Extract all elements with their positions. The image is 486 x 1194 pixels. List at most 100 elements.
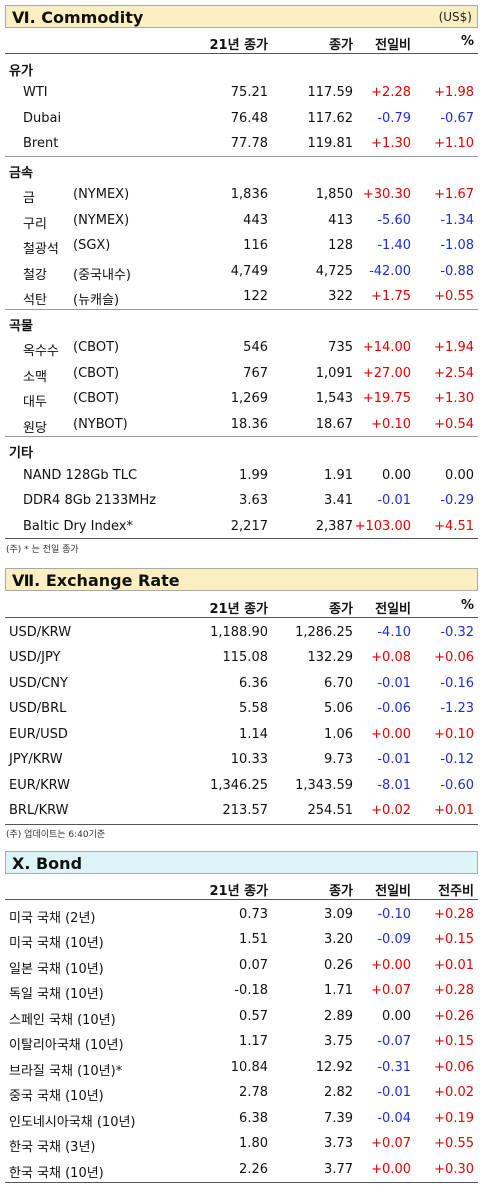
- row-pct-value: +0.15: [434, 1034, 474, 1049]
- row-base-value: 767: [243, 365, 268, 381]
- row-exchange: (NYMEX): [73, 187, 130, 202]
- row-pct-value: -0.88: [440, 263, 474, 279]
- row-dod-value: -0.01: [377, 493, 411, 508]
- row-pct-value: +0.02: [434, 1085, 474, 1100]
- row-dod-value: -0.09: [377, 932, 411, 947]
- unit-label: (US$): [438, 10, 472, 24]
- row-pct-value: -0.29: [440, 493, 474, 508]
- row-name: WTI: [23, 85, 48, 100]
- row-pct-value: -0.60: [440, 777, 474, 793]
- col-dod-header: 전일비: [375, 602, 411, 617]
- row-close-value: 18.67: [315, 416, 353, 432]
- row-name: USD/JPY: [9, 650, 61, 665]
- row-dod-value: +0.00: [371, 726, 411, 742]
- group-divider: [5, 436, 478, 437]
- table-row: 구리 (NYMEX) 443 413 -5.60 -1.34: [5, 208, 478, 233]
- table-row: EUR/USD 1.14 1.06 +0.00 +0.10: [5, 722, 478, 747]
- row-close-value: 1,543: [315, 391, 353, 406]
- row-name: 소맥: [23, 369, 47, 385]
- row-name: 석탄: [23, 293, 47, 308]
- row-base-value: -0.18: [234, 983, 268, 998]
- group-divider: [5, 308, 478, 310]
- table-row: NAND 128Gb TLC 1.99 1.91 0.00 0.00: [5, 463, 478, 488]
- row-dod-value: -0.07: [377, 1034, 411, 1049]
- row-close-value: 9.73: [324, 752, 353, 767]
- table-row: Dubai 76.48 117.62 -0.79 -0.67: [5, 106, 478, 131]
- bond-end-divider: [5, 1182, 478, 1183]
- row-dod-value: +19.75: [362, 391, 411, 406]
- row-base-value: 76.48: [230, 110, 268, 126]
- table-row: Brent 77.78 119.81 +1.30 +1.10: [5, 131, 478, 156]
- row-close-value: 1,850: [315, 187, 353, 202]
- row-pct-value: -0.32: [440, 624, 474, 640]
- row-pct-value: -0.16: [440, 675, 474, 691]
- table-row: 스페인 국채 (10년) 0.57 2.89 0.00 +0.26: [5, 1004, 478, 1029]
- row-pct-value: +1.94: [434, 340, 474, 355]
- row-dod-value: -4.10: [377, 624, 411, 640]
- row-close-value: 1.06: [324, 726, 353, 742]
- table-row: WTI 75.21 117.59 +2.28 +1.98: [5, 80, 478, 105]
- row-pct-value: -1.23: [440, 701, 474, 716]
- row-base-value: 5.58: [239, 701, 268, 716]
- row-name: 대두: [23, 395, 47, 410]
- row-dod-value: +27.00: [362, 365, 411, 381]
- col-dod-header: 전일비: [375, 884, 411, 899]
- row-dod-value: +0.00: [371, 1161, 411, 1177]
- row-close-value: 117.62: [307, 110, 354, 126]
- row-dod-value: +103.00: [354, 518, 411, 534]
- row-pct-value: +0.01: [434, 803, 474, 818]
- row-name: JPY/KRW: [9, 752, 63, 767]
- row-base-value: 1.17: [239, 1034, 268, 1049]
- col-base-header: 21년 종가: [209, 884, 269, 899]
- row-dod-value: -0.31: [377, 1059, 411, 1075]
- row-name: 중국 국채 (10년): [9, 1089, 104, 1104]
- row-pct-value: +0.28: [434, 906, 474, 922]
- row-pct-value: +0.19: [434, 1110, 474, 1126]
- table-row: 대두 (CBOT) 1,269 1,543 +19.75 +1.30: [5, 386, 478, 411]
- row-pct-value: +0.54: [434, 416, 474, 432]
- row-name: Dubai: [23, 110, 62, 126]
- table-row: JPY/KRW 10.33 9.73 -0.01 -0.12: [5, 747, 478, 772]
- group-divider: [5, 155, 478, 157]
- row-base-value: 77.78: [230, 136, 268, 151]
- row-base-value: 2.26: [239, 1161, 268, 1177]
- row-base-value: 0.57: [239, 1008, 268, 1024]
- group-divider: [5, 538, 478, 539]
- row-name: 옥수수: [23, 344, 59, 359]
- row-dod-value: -5.60: [377, 212, 411, 228]
- row-dod-value: +0.07: [371, 1136, 411, 1151]
- table-row: 브라질 국채 (10년)* 10.84 12.92 -0.31 +0.06: [5, 1055, 478, 1080]
- exchange-end-divider: [5, 823, 478, 825]
- row-base-value: 1,346.25: [210, 777, 268, 793]
- row-close-value: 1,091: [315, 365, 353, 381]
- row-name: USD/CNY: [9, 675, 68, 691]
- column-header-row: 21년 종가 종가 전일비%: [5, 29, 478, 54]
- row-close-value: 3.09: [324, 906, 353, 922]
- row-base-value: 2,217: [230, 518, 268, 534]
- footnote: (주) * 는 전일 종가: [6, 545, 79, 555]
- row-pct-value: -0.67: [440, 110, 474, 126]
- table-row: 철광석 (SGX) 116 128 -1.40 -1.08: [5, 233, 478, 258]
- row-name: EUR/KRW: [9, 777, 71, 793]
- row-close-value: 117.59: [307, 85, 354, 100]
- commodity-section-header: Ⅵ. Commodity (US$): [5, 5, 478, 28]
- table-row: 옥수수 (CBOT) 546 735 +14.00 +1.94: [5, 335, 478, 360]
- row-close-value: 2,387: [315, 518, 353, 534]
- row-name: 금: [23, 191, 35, 206]
- row-exchange: (뉴캐슬): [73, 293, 120, 308]
- row-base-value: 1.80: [239, 1136, 268, 1151]
- table-row: DDR4 8Gb 2133MHz 3.63 3.41 -0.01 -0.29: [5, 488, 478, 513]
- column-header-row: 21년 종가 종가 전일비 전주비: [5, 875, 478, 900]
- table-row: 한국 국채 (10년) 2.26 3.77 +0.00 +0.30: [5, 1157, 478, 1182]
- row-base-value: 115.08: [222, 650, 269, 665]
- row-base-value: 10.84: [230, 1059, 268, 1075]
- table-row: 석탄 (뉴캐슬) 122 322 +1.75 +0.55: [5, 284, 478, 309]
- row-name: 미국 국채 (10년): [9, 936, 104, 951]
- row-name: 일본 국채 (10년): [9, 961, 104, 977]
- row-dod-value: -0.06: [377, 701, 411, 716]
- row-close-value: 6.70: [324, 675, 353, 691]
- row-pct-value: +1.30: [434, 391, 474, 406]
- row-name: 구리: [23, 216, 47, 232]
- row-close-value: 132.29: [307, 650, 354, 665]
- row-close-value: 1.71: [324, 983, 353, 998]
